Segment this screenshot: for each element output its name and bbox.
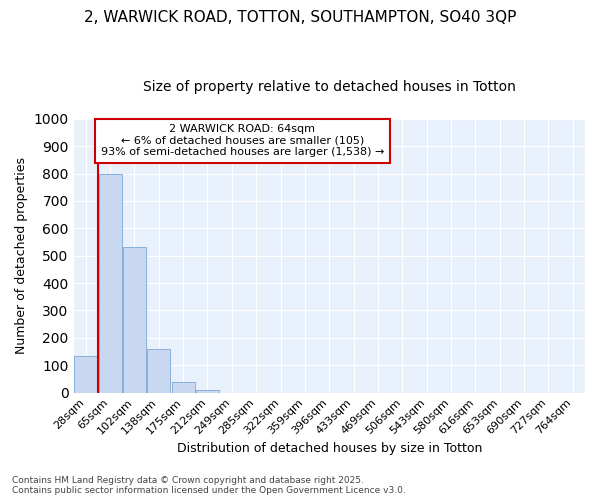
Title: Size of property relative to detached houses in Totton: Size of property relative to detached ho… [143,80,516,94]
Text: 2 WARWICK ROAD: 64sqm
← 6% of detached houses are smaller (105)
93% of semi-deta: 2 WARWICK ROAD: 64sqm ← 6% of detached h… [101,124,384,158]
X-axis label: Distribution of detached houses by size in Totton: Distribution of detached houses by size … [176,442,482,455]
Bar [123,248,146,392]
Text: Contains HM Land Registry data © Crown copyright and database right 2025.
Contai: Contains HM Land Registry data © Crown c… [12,476,406,495]
Bar [172,382,195,392]
Bar [147,349,170,393]
Bar [98,174,122,392]
Bar [74,356,97,393]
Y-axis label: Number of detached properties: Number of detached properties [15,157,28,354]
Text: 2, WARWICK ROAD, TOTTON, SOUTHAMPTON, SO40 3QP: 2, WARWICK ROAD, TOTTON, SOUTHAMPTON, SO… [84,10,516,25]
Bar [196,390,219,392]
